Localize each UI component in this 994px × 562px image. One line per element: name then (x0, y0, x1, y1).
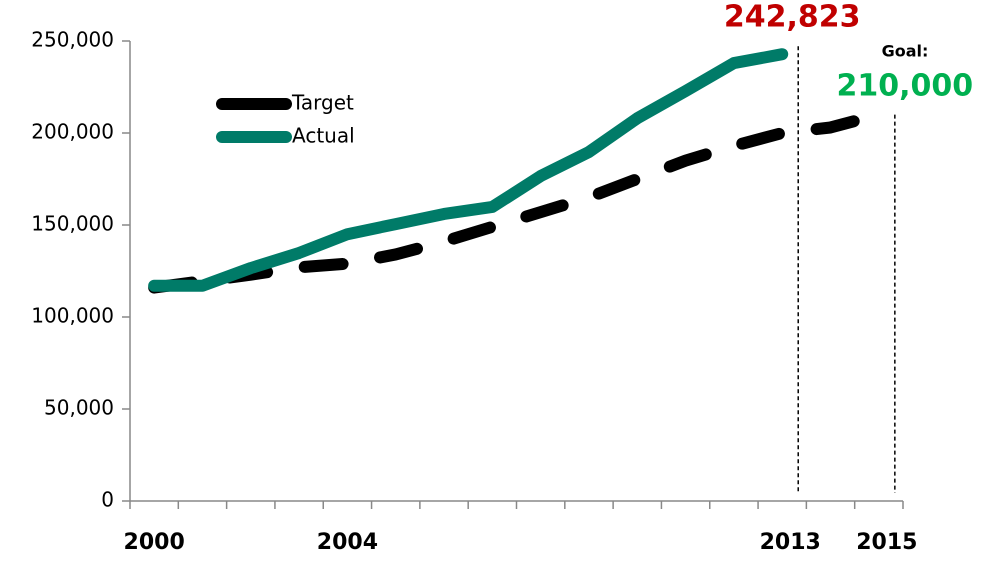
x-tick-label: 2015 (856, 530, 917, 555)
x-tick-label: 2004 (317, 530, 378, 555)
legend-label: Actual (292, 124, 355, 148)
legend-label: Target (291, 91, 354, 115)
series-line (148, 108, 885, 294)
y-tick-label: 50,000 (44, 396, 114, 420)
series-line (148, 48, 789, 292)
y-tick-label: 250,000 (31, 28, 114, 52)
annotation: Goal: (882, 42, 929, 61)
y-tick-label: 0 (101, 488, 114, 512)
y-tick-label: 150,000 (31, 212, 114, 236)
x-tick-label: 2013 (760, 530, 821, 555)
value-label: 210,000 (837, 69, 974, 104)
x-tick-label: 2000 (124, 530, 185, 555)
value-label: 242,823 (724, 0, 861, 35)
y-tick-label: 100,000 (31, 304, 114, 328)
y-tick-label: 200,000 (31, 120, 114, 144)
